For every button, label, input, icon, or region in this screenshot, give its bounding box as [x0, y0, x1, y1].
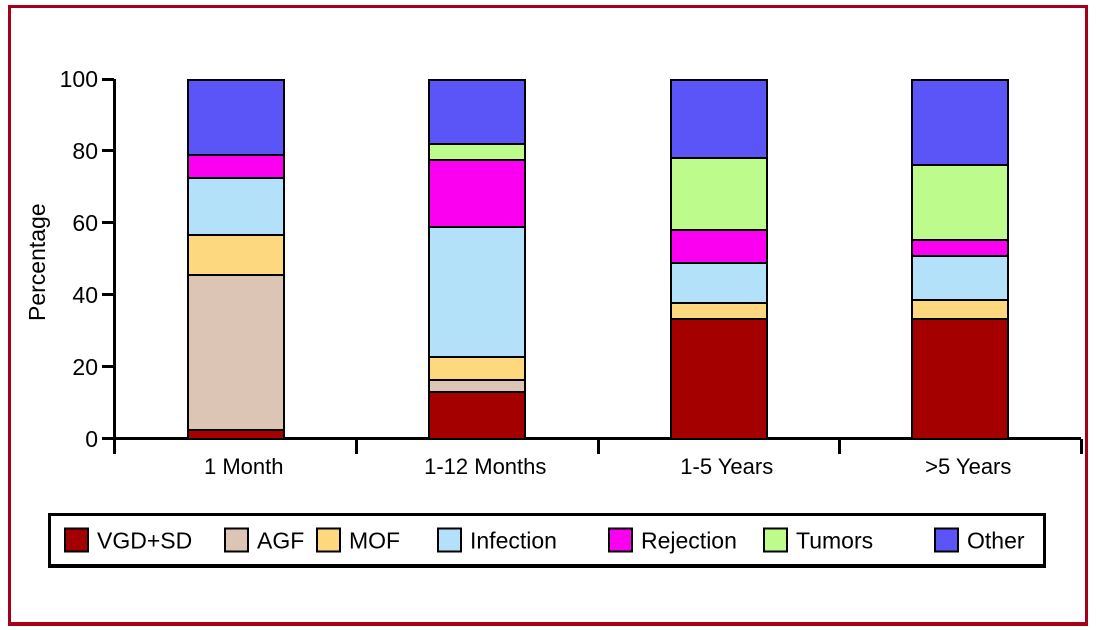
legend-swatch-icon [224, 527, 249, 553]
y-tick-label: 60 [72, 209, 98, 236]
segment-other [430, 81, 525, 144]
x-category-label: >5 Years [925, 454, 1012, 479]
y-axis-line [113, 79, 116, 454]
segment-vgd-sd [430, 391, 525, 438]
segment-infection [430, 226, 525, 357]
y-tick-mark [102, 365, 114, 369]
legend-item-rejection: Rejection [608, 527, 737, 553]
segment-mof [188, 234, 283, 275]
legend-swatch-icon [437, 527, 462, 553]
legend-label: MOF [349, 527, 401, 553]
segment-tumors [913, 164, 1008, 240]
segment-rejection [188, 153, 283, 177]
segment-infection [671, 261, 766, 303]
legend-item-infection: Infection [437, 527, 557, 553]
legend-swatch-icon [934, 527, 959, 553]
segment-vgd-sd [188, 429, 283, 438]
x-category-label: 1-5 Years [680, 454, 774, 479]
legend-label: VGD+SD [97, 527, 193, 553]
segment-mof [671, 302, 766, 319]
y-tick-mark [102, 77, 114, 81]
bar-1-12-months [428, 79, 527, 440]
segment-infection [188, 176, 283, 235]
segment-other [671, 81, 766, 158]
legend-label: Rejection [641, 527, 737, 553]
x-tick-mark [838, 438, 841, 454]
y-tick-mark [102, 437, 114, 440]
x-tick-mark [596, 438, 600, 454]
legend-item-agf: AGF [224, 527, 305, 553]
bar-1-5-years [669, 79, 768, 440]
legend-item-tumors: Tumors [763, 527, 874, 553]
segment-other [188, 81, 283, 154]
y-tick-mark [102, 149, 114, 153]
segment-rejection [430, 158, 525, 227]
x-tick-mark [1079, 438, 1083, 454]
segment-vgd-sd [671, 318, 766, 439]
bar--5-years [911, 79, 1010, 440]
y-tick-label: 0 [85, 425, 98, 452]
legend-item-other: Other [934, 527, 1025, 553]
y-tick-label: 100 [59, 66, 98, 92]
segment-tumors [430, 143, 525, 159]
segment-other [913, 81, 1008, 165]
legend-label: AGF [257, 527, 305, 553]
y-tick-label: 20 [72, 353, 98, 380]
segment-mof [430, 356, 525, 379]
y-tick-mark [102, 221, 114, 225]
segment-vgd-sd [913, 318, 1008, 438]
segment-rejection [671, 228, 766, 262]
x-tick-mark [355, 438, 358, 454]
bar-1-month [186, 79, 285, 440]
segment-agf [430, 378, 525, 392]
x-category-label: 1-12 Months [424, 454, 547, 479]
y-tick-mark [102, 293, 114, 297]
legend-label: Tumors [796, 527, 874, 553]
legend-swatch-icon [64, 527, 89, 553]
x-category-label: 1 Month [204, 454, 284, 479]
legend-swatch-icon [316, 527, 341, 553]
legend-item-mof: MOF [316, 527, 401, 553]
legend: VGD+SD AGF MOF Infection Rejection Tumors Othe… [48, 513, 1046, 568]
segment-mof [913, 298, 1008, 319]
segment-tumors [671, 157, 766, 229]
segment-agf [188, 274, 283, 430]
legend-swatch-icon [608, 527, 633, 553]
y-tick-label: 40 [72, 281, 98, 308]
segment-rejection [913, 239, 1008, 256]
legend-swatch-icon [763, 527, 788, 553]
y-tick-label: 80 [72, 137, 98, 164]
segment-infection [913, 255, 1008, 299]
legend-label: Infection [470, 527, 557, 553]
legend-item-vgd-sd: VGD+SD [64, 527, 193, 553]
legend-label: Other [967, 527, 1025, 553]
stacked-bar-chart: Percentage 0 20 40 60 80 100 1 Month 1-12 Mont… [24, 66, 1083, 479]
